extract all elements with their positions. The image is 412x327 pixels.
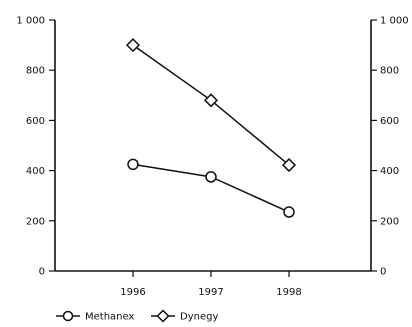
right-y-tick-label: 1 000: [380, 16, 409, 27]
right-y-tick-label: 0: [380, 267, 386, 278]
left-y-tick-label: 400: [26, 166, 45, 177]
methanex-point: [205, 171, 217, 183]
x-tick-label: 1998: [276, 287, 301, 298]
methanex-point: [283, 206, 295, 218]
x-tick-label: 1997: [198, 287, 223, 298]
dynegy-point: [203, 93, 219, 108]
dynegy-point: [125, 38, 141, 53]
right-y-tick-label: 400: [380, 166, 399, 177]
right-y-tick-label: 200: [380, 216, 399, 227]
legend: Methanex Dynegy: [56, 309, 218, 323]
methanex-point: [127, 158, 139, 171]
right-y-tick-label: 800: [380, 66, 399, 77]
series-layer: [125, 38, 297, 218]
left-y-tick-label: 0: [39, 267, 45, 278]
methanex-legend-marker: [62, 310, 74, 322]
left-y-tick-label: 200: [26, 216, 45, 227]
ticks-layer: 0 0 200 200 400 400 600 600 800 800 1 000 1 000 1996…: [16, 16, 408, 299]
left-y-tick-label: 800: [26, 66, 45, 77]
x-tick-label: 1996: [120, 287, 145, 298]
dynegy-legend-label: Dynegy: [180, 312, 218, 323]
methanex-legend-label: Methanex: [85, 312, 134, 323]
right-y-tick-label: 600: [380, 116, 399, 127]
dynegy-legend-marker: [156, 309, 170, 323]
left-y-tick-label: 1 000: [16, 16, 45, 27]
left-y-tick-label: 600: [26, 116, 45, 127]
dynegy-point: [281, 158, 297, 173]
